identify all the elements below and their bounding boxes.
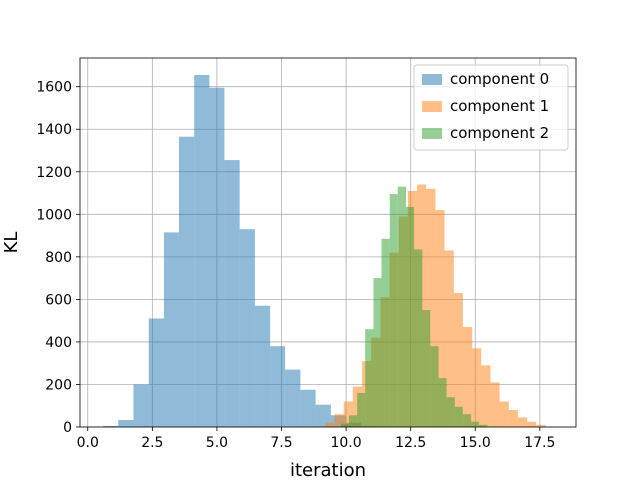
histogram-bar: [444, 250, 454, 427]
histogram-bar: [479, 424, 488, 427]
histogram-bar: [194, 75, 210, 428]
x-tick-label: 0.0: [77, 435, 99, 451]
legend-label: component 1: [450, 97, 549, 115]
histogram-bar: [325, 422, 335, 427]
y-tick-label: 200: [45, 377, 72, 393]
histogram-bar: [406, 206, 415, 427]
legend-box: [413, 64, 569, 151]
histogram-bar: [471, 421, 480, 427]
x-tick-label: 12.5: [395, 435, 426, 451]
histogram-bar: [340, 423, 349, 427]
y-axis-label: KL: [1, 232, 22, 254]
histogram-bar: [426, 188, 436, 427]
histogram-bar: [334, 414, 344, 427]
histogram-bar: [148, 318, 164, 427]
histogram-bar: [163, 232, 179, 427]
y-tick-label: 400: [45, 335, 72, 351]
axis-ticks: 0.0 2.5 5.0 7.5 10.0 12.5 15.0 17.5 0 200 400 600 80…: [36, 80, 555, 451]
histogram-bar: [462, 327, 473, 427]
y-tick-label: 0: [63, 420, 72, 436]
histogram-bar: [454, 406, 463, 427]
histogram-bar: [315, 404, 331, 427]
histogram-bar: [348, 415, 358, 427]
histogram-bar: [472, 348, 482, 427]
histogram-bar: [453, 293, 463, 427]
x-tick-label: 10.0: [330, 435, 361, 451]
y-tick-label: 800: [45, 250, 72, 266]
histogram-bar: [389, 194, 398, 427]
histogram-bar: [239, 229, 255, 427]
histogram-bar: [209, 87, 225, 428]
series-bars-2: [340, 186, 488, 427]
histogram-bar: [508, 409, 518, 427]
y-tick-label: 1000: [36, 207, 72, 223]
histogram-bar: [103, 425, 119, 427]
y-tick-label: 1200: [36, 165, 72, 181]
histogram-bar: [397, 186, 407, 427]
histogram-bar: [300, 389, 316, 427]
histogram-bar: [343, 401, 353, 427]
histogram-bar: [178, 136, 195, 427]
histogram-bar: [527, 421, 537, 427]
histogram-bar: [254, 305, 271, 427]
histogram-bar: [438, 378, 447, 427]
histogram-bar: [430, 346, 439, 427]
x-tick-label: 2.5: [141, 435, 163, 451]
histogram-bar: [414, 249, 423, 427]
histogram-bar: [499, 401, 509, 427]
legend-swatch: [422, 74, 442, 85]
histogram-bar: [446, 397, 455, 427]
x-axis-label: iteration: [290, 460, 366, 480]
legend: component 0 component 1 component 2: [413, 64, 569, 151]
legend-label: component 0: [450, 70, 549, 88]
y-tick-label: 1400: [36, 122, 72, 138]
histogram-bar: [357, 392, 366, 427]
plot-frame: [79, 57, 577, 428]
y-tick-label: 600: [45, 292, 72, 308]
histogram-bar: [517, 417, 528, 427]
histogram-bar: [490, 382, 500, 427]
histogram-bar: [481, 365, 491, 427]
legend-label: component 2: [450, 124, 549, 142]
histogram-bar: [435, 210, 445, 427]
histogram-bar: [365, 329, 374, 427]
legend-swatch: [422, 128, 442, 139]
histogram-bar: [133, 384, 149, 427]
histogram-bar: [270, 346, 286, 427]
histogram-bar: [118, 419, 134, 427]
x-tick-label: 5.0: [206, 435, 228, 451]
histogram-bar: [536, 424, 546, 427]
x-tick-label: 17.5: [524, 435, 555, 451]
legend-swatch: [422, 101, 442, 112]
y-tick-label: 1600: [36, 80, 72, 96]
x-tick-label: 15.0: [460, 435, 491, 451]
x-tick-label: 7.5: [270, 435, 292, 451]
histogram-bar: [462, 414, 472, 427]
series-bars-0: [103, 75, 392, 428]
histogram-bar: [373, 278, 382, 427]
histogram-bar: [224, 160, 240, 427]
histogram-bars: [103, 75, 546, 428]
histogram-bar: [381, 238, 390, 427]
histogram-bar: [285, 369, 301, 427]
histogram-bar: [422, 310, 431, 427]
